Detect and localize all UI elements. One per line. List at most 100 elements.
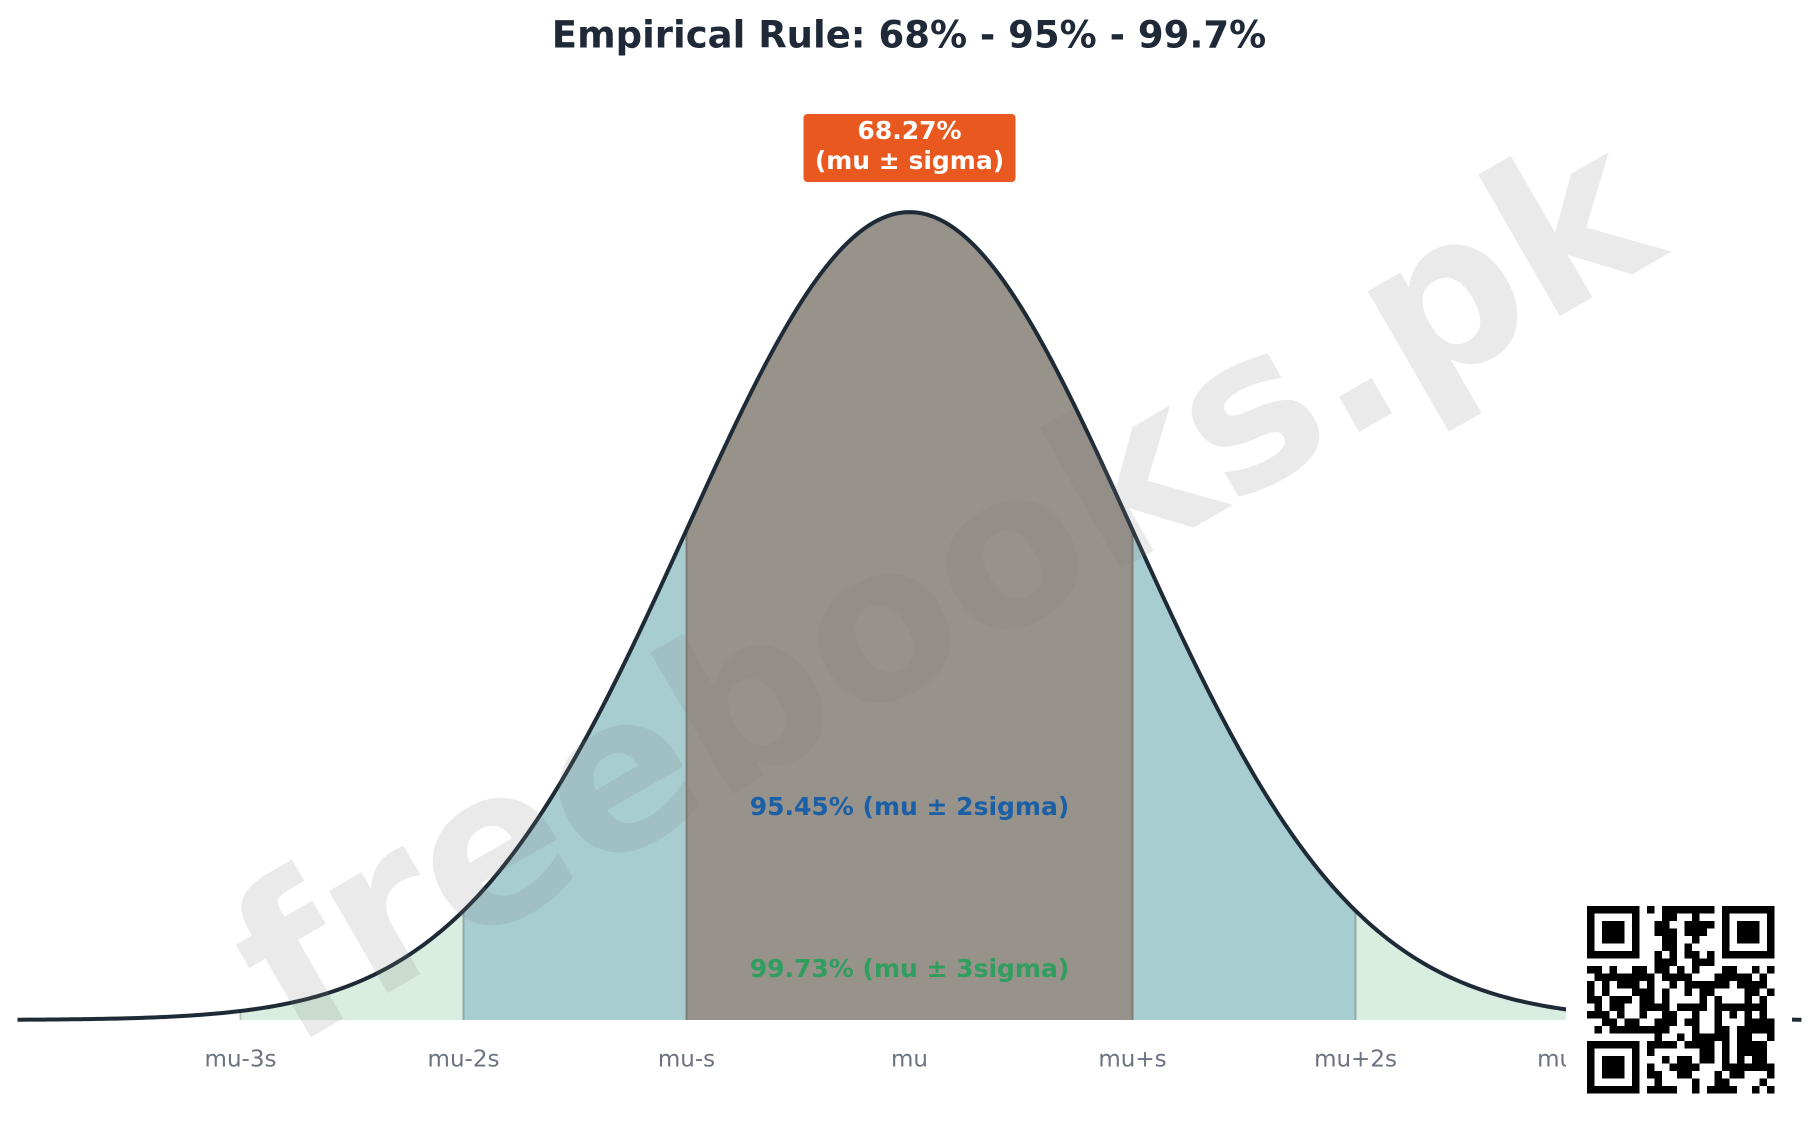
band-label: 99.73% (mu ± 3sigma) [750,954,1070,983]
qr-module [1647,1048,1655,1056]
qr-module [1662,973,1670,981]
qr-module [1624,981,1632,989]
qr-module [1744,1026,1752,1034]
qr-module [1617,1003,1625,1011]
qr-module [1744,973,1752,981]
qr-module [1707,951,1715,959]
qr-module [1684,951,1692,959]
qr-module [1684,973,1692,981]
qr-module [1707,958,1715,966]
qr-module [1647,906,1655,914]
qr-module [1632,981,1640,989]
qr-module [1767,1071,1775,1079]
qr-module [1714,973,1722,981]
qr-module [1752,1063,1760,1071]
qr-module [1684,906,1692,914]
qr-module [1692,906,1700,914]
band-area [686,212,1133,1020]
qr-module [1647,973,1655,981]
qr-module [1759,1018,1767,1026]
qr-module [1692,921,1700,929]
qr-module [1669,981,1677,989]
qr-module [1714,1011,1722,1019]
qr-module [1654,951,1662,959]
qr-module [1609,1026,1617,1034]
qr-module [1617,973,1625,981]
qr-module [1692,1033,1700,1041]
qr-module [1767,1063,1775,1071]
qr-module [1729,1071,1737,1079]
qr-module [1759,1041,1767,1049]
qr-module [1624,973,1632,981]
qr-module [1639,966,1647,974]
qr-module [1744,1033,1752,1041]
qr-module [1729,1063,1737,1071]
qr-module [1669,1063,1677,1071]
qr-module [1729,1011,1737,1019]
qr-module [1684,988,1692,996]
qr-module [1602,1011,1610,1019]
qr-module [1662,1026,1670,1034]
qr-module [1632,966,1640,974]
qr-module [1669,1018,1677,1026]
qr-module [1737,1003,1745,1011]
qr-module [1699,1048,1707,1056]
density-curve [17,210,1802,1022]
qr-module [1729,966,1737,974]
qr-module [1759,1048,1767,1056]
qr-module [1722,1048,1730,1056]
qr-module [1684,921,1692,929]
qr-module [1654,1033,1662,1041]
qr-module [1594,1026,1602,1034]
qr-module [1602,981,1610,989]
qr-module [1654,921,1662,929]
x-tick-label: mu-2s [428,1047,500,1073]
qr-module [1654,1086,1662,1094]
qr-module [1647,988,1655,996]
qr-module [1662,1011,1670,1019]
qr-module [1767,1086,1775,1094]
qr-module [1639,1026,1647,1034]
qr-module [1684,981,1692,989]
qr-module [1692,1003,1700,1011]
qr-module [1752,1003,1760,1011]
qr-module [1692,966,1700,974]
qr-module [1722,1078,1730,1086]
qr-module [1662,1041,1670,1049]
qr-module [1662,913,1670,921]
qr-module [1737,1063,1745,1071]
qr-module [1587,988,1595,996]
qr-module [1647,1003,1655,1011]
qr-module [1639,973,1647,981]
qr-module [1692,936,1700,944]
qr-module [1669,943,1677,951]
qr-module [1669,936,1677,944]
qr-module [1662,936,1670,944]
qr-module [1639,1011,1647,1019]
qr-module [1684,1063,1692,1071]
qr-module [1714,1026,1722,1034]
qr-module [1684,1041,1692,1049]
qr-module [1767,988,1775,996]
qr-module [1684,1003,1692,1011]
qr-module [1669,1041,1677,1049]
qr-module [1759,996,1767,1004]
qr-module [1617,1026,1625,1034]
qr-module [1647,1086,1655,1094]
qr-module [1752,1048,1760,1056]
qr-module [1602,1018,1610,1026]
qr-module [1654,1003,1662,1011]
qr-module [1722,1063,1730,1071]
qr-module [1617,981,1625,989]
qr-module [1737,1033,1745,1041]
qr-module [1662,988,1670,996]
qr-module [1669,1086,1677,1094]
qr-module [1744,981,1752,989]
qr-module [1707,1048,1715,1056]
qr-module [1639,1003,1647,1011]
qr-module [1609,973,1617,981]
qr-module [1662,1056,1670,1064]
qr-module [1737,973,1745,981]
qr-module [1767,966,1775,974]
